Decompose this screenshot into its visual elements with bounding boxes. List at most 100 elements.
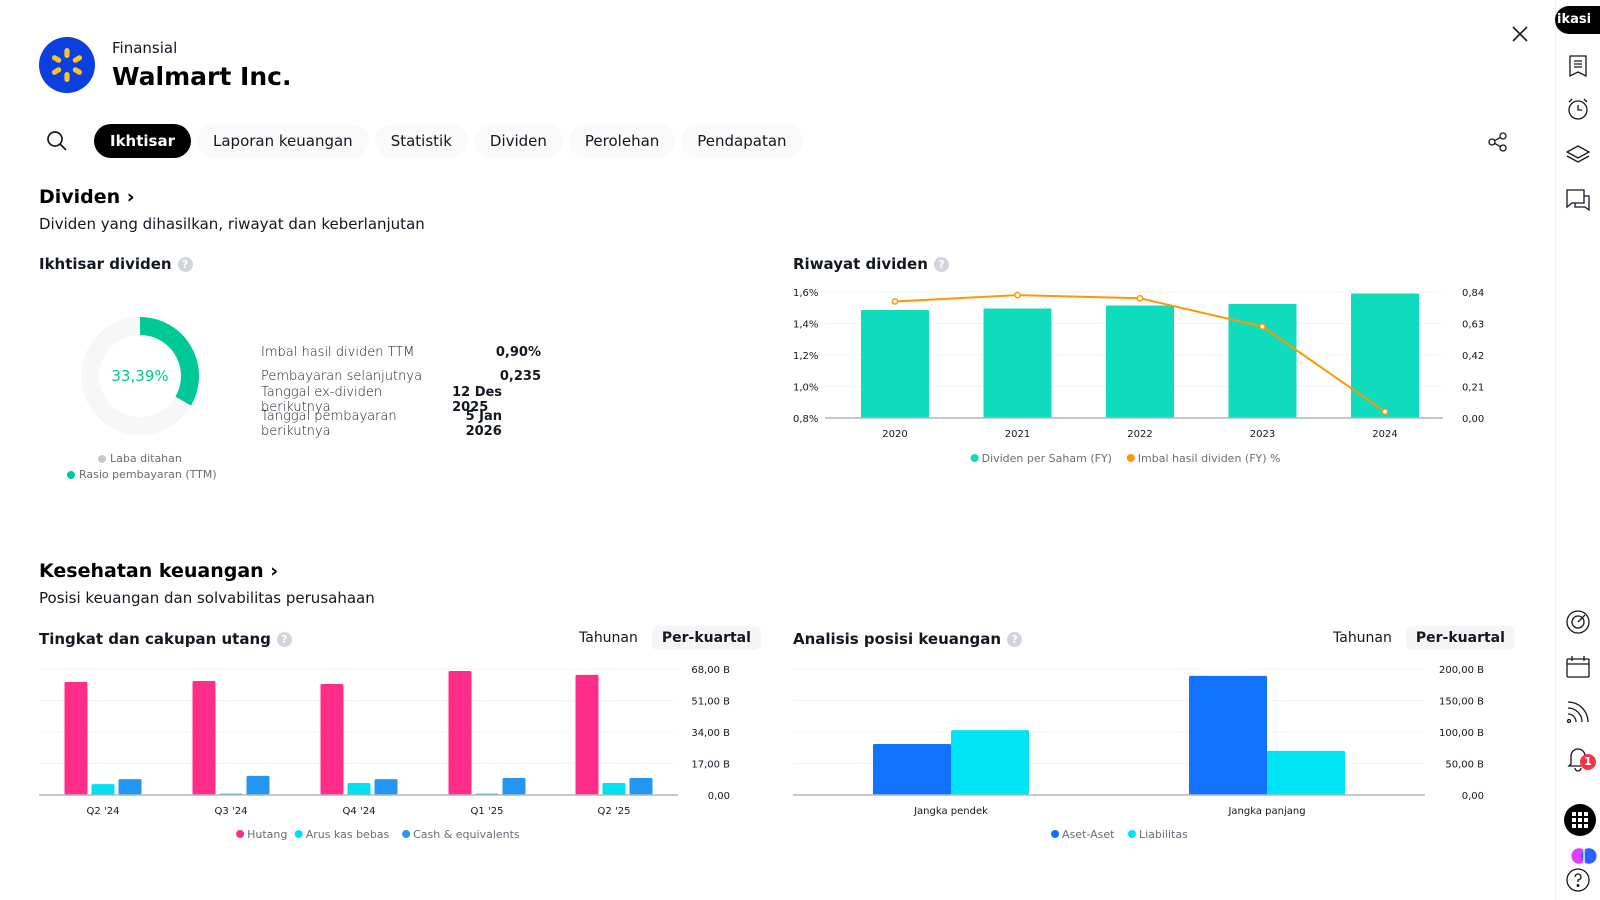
dividend-history-title: Riwayat dividen <box>793 255 928 273</box>
tab-statistics[interactable]: Statistik <box>374 124 468 158</box>
tab-dividends[interactable]: Dividen <box>473 124 563 158</box>
stat-label: Tanggal pembayaran berikutnya <box>261 409 397 439</box>
stat-row: Tanggal pembayaran berikutnya 5 Jan 2026 <box>261 409 541 439</box>
tab-revenue[interactable]: Pendapatan <box>681 124 803 158</box>
donut-legend-retained: Laba ditahan <box>98 452 182 465</box>
bar-hutang <box>192 681 216 795</box>
y-tick: 50,00 B <box>1445 760 1484 771</box>
x-tick: 2020 <box>882 429 907 440</box>
bar-aset-aset <box>873 743 951 795</box>
dividend-stats-table: Imbal hasil dividen TTM 0,90% Pembayaran … <box>261 340 541 440</box>
alerts-button[interactable] <box>1564 95 1592 123</box>
financial-health-subtitle: Posisi keuangan dan solvabilitas perusah… <box>39 589 375 607</box>
walmart-spark-icon <box>51 48 83 82</box>
company-name: Walmart Inc. <box>112 62 292 91</box>
x-tick: Jangka panjang <box>1227 806 1305 817</box>
layers-button[interactable] <box>1564 140 1592 168</box>
dps-bar <box>983 308 1052 418</box>
tab-financial-statements[interactable]: Laporan keuangan <box>197 124 369 158</box>
bar-cash-equivalents <box>246 775 270 795</box>
calendar-icon <box>1566 656 1590 678</box>
close-icon <box>1512 26 1528 42</box>
financial-position-chart: 200,00 B 150,00 B 100,00 B 50,00 B 0,00 Jangk… <box>793 665 1484 841</box>
dividend-history-heading: Riwayat dividen ? <box>793 255 949 273</box>
bar-cash-equivalents <box>502 777 526 795</box>
help-icon[interactable]: ? <box>177 256 193 272</box>
x-tick: 2021 <box>1005 429 1030 440</box>
help-icon[interactable]: ? <box>1007 631 1023 647</box>
y-tick: 68,00 B <box>691 665 730 676</box>
y-tick: 0,00 <box>708 791 730 802</box>
news-feed-button[interactable] <box>1564 698 1592 726</box>
x-tick: Q2 '24 <box>87 806 120 817</box>
help-icon[interactable]: ? <box>276 631 292 647</box>
ai-assistant-button[interactable] <box>1570 842 1597 865</box>
yield-point <box>891 298 899 305</box>
quarterly-toggle[interactable]: Per-kuartal <box>1405 626 1515 650</box>
right-toolbar <box>1555 0 1600 900</box>
notification-count-badge: 1 <box>1580 754 1596 770</box>
stat-value: 12 Des 2025 <box>452 385 503 415</box>
y-tick: 100,00 B <box>1439 728 1484 739</box>
grid-icon <box>1572 812 1588 828</box>
x-tick: 2022 <box>1127 429 1152 440</box>
notifications-pill[interactable]: ikasi <box>1555 6 1600 34</box>
bar-cash-equivalents <box>374 779 398 795</box>
bar-cash-equivalents <box>118 779 142 795</box>
legend-dot <box>67 470 75 479</box>
apps-menu-button[interactable] <box>1564 804 1596 836</box>
bar-hutang <box>575 674 599 795</box>
bar-arus-kas-bebas <box>347 782 371 795</box>
legend-label: Rasio pembayaran (TTM) <box>79 468 217 481</box>
dps-bar <box>861 310 929 418</box>
help-icon[interactable]: ? <box>933 256 949 272</box>
y-tick-right: 0,42 <box>1462 351 1484 362</box>
position-period-toggle: Tahunan Per-kuartal <box>1323 626 1515 650</box>
financial-health-section-link[interactable]: Kesehatan keuangan › <box>39 560 279 582</box>
bar-cash-equivalents <box>629 777 653 795</box>
bar-arus-kas-bebas <box>602 782 626 795</box>
bar-arus-kas-bebas <box>91 784 115 795</box>
company-logo <box>39 37 95 93</box>
bar-liabilitas <box>951 730 1029 795</box>
legend-label: Cash & equivalents <box>413 828 520 841</box>
y-tick-left: 1,0% <box>793 383 818 394</box>
help-button[interactable] <box>1564 866 1592 894</box>
debt-period-toggle: Tahunan Per-kuartal <box>569 626 761 650</box>
y-tick: 34,00 B <box>691 728 730 739</box>
dividend-history-chart: 1,6% 1,4% 1,2% 1,0% 0,8% 0,84 0,63 0,42 0,21 0,00… <box>793 288 1484 465</box>
chat-button[interactable] <box>1564 186 1592 214</box>
x-tick: 2023 <box>1250 429 1275 440</box>
calendar-button[interactable] <box>1564 653 1592 681</box>
financial-position-heading: Analisis posisi keuangan ? <box>793 630 1023 648</box>
dividend-overview-heading: Ikhtisar dividen ? <box>39 255 193 273</box>
quarterly-toggle[interactable]: Per-kuartal <box>651 626 761 650</box>
dividend-overview-title: Ikhtisar dividen <box>39 255 172 273</box>
y-tick-right: 0,21 <box>1462 383 1484 394</box>
dividends-subtitle: Dividen yang dihasilkan, riwayat dan keb… <box>39 215 425 233</box>
x-tick: Q4 '24 <box>343 806 376 817</box>
legend-dot <box>1051 830 1060 838</box>
bar-liabilitas <box>1267 750 1345 795</box>
tab-earnings[interactable]: Perolehan <box>568 124 676 158</box>
legend-dot <box>1126 454 1135 462</box>
legend-label: Aset-Aset <box>1062 828 1115 841</box>
tab-overview[interactable]: Ikhtisar <box>94 124 191 158</box>
debt-coverage-heading: Tingkat dan cakupan utang ? <box>39 630 292 648</box>
y-tick: 150,00 B <box>1439 697 1484 708</box>
annual-toggle[interactable]: Tahunan <box>1333 630 1392 646</box>
search-button[interactable] <box>44 128 70 154</box>
screener-button[interactable] <box>1564 608 1592 636</box>
bar-hutang <box>320 684 344 795</box>
close-button[interactable] <box>1508 22 1532 46</box>
watchlist-button[interactable] <box>1564 52 1592 80</box>
financial-position-title: Analisis posisi keuangan <box>793 630 1002 648</box>
radar-icon <box>1566 610 1590 634</box>
y-tick: 51,00 B <box>691 697 730 708</box>
legend-label: Laba ditahan <box>110 452 182 465</box>
annual-toggle[interactable]: Tahunan <box>579 630 638 646</box>
bar-aset-aset <box>1189 675 1267 795</box>
legend-dot <box>98 454 106 463</box>
dividends-section-link[interactable]: Dividen › <box>39 186 135 208</box>
share-button[interactable] <box>1486 130 1510 154</box>
